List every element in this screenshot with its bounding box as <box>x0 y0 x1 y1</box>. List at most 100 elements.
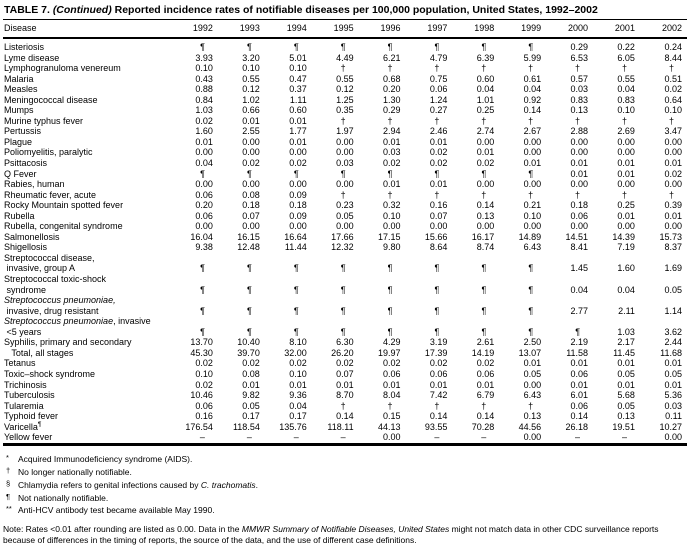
value-cell: 0.01 <box>289 115 307 126</box>
value-cell: ¶ <box>293 168 299 179</box>
disease-cell: Mumps <box>4 105 34 116</box>
value-cell: 0.06 <box>570 400 589 411</box>
value-cell: 0.14 <box>476 411 495 422</box>
value-cell: 0.02 <box>429 358 448 369</box>
value-cell: ¶ <box>293 42 299 52</box>
value-cell: 15.73 <box>659 231 682 242</box>
disease-cell: Yellow fever <box>4 432 53 443</box>
value-cell: 0.01 <box>523 358 542 369</box>
value-cell: 0.13 <box>476 210 495 221</box>
disease-cell: Varicella¶ <box>4 420 42 432</box>
value-cell: ¶ <box>246 168 252 179</box>
value-cell: 0.00 <box>664 179 682 190</box>
value-cell: † <box>621 189 627 200</box>
value-cell: 0.01 <box>476 379 495 390</box>
value-cell: 0.02 <box>195 379 213 390</box>
value-cell: 0.02 <box>382 158 401 169</box>
value-cell: † <box>340 400 346 411</box>
value-cell: 0.00 <box>289 221 307 232</box>
value-cell: 5.68 <box>617 390 635 401</box>
value-cell: 8.70 <box>336 390 354 401</box>
value-cell: 0.02 <box>289 158 307 169</box>
value-cell: 0.04 <box>523 84 542 95</box>
value-cell: ¶ <box>246 305 252 316</box>
value-cell: 0.02 <box>195 358 213 369</box>
header-row: Disease 1992 1993 1994 1995 1996 1997 1998 1999 2… <box>3 20 687 38</box>
value-cell: 4.29 <box>382 337 401 348</box>
value-cell: 9.80 <box>382 242 401 253</box>
footnote-symbol: ** <box>6 504 12 514</box>
value-cell: 0.02 <box>336 358 354 369</box>
value-cell: 0.02 <box>476 158 495 169</box>
value-cell: 0.13 <box>523 411 542 422</box>
value-cell: 2.77 <box>570 305 589 316</box>
value-cell: 0.00 <box>336 221 354 232</box>
footnote-symbol: § <box>6 478 11 488</box>
value-cell: 2.67 <box>523 126 542 137</box>
value-cell: 0.01 <box>617 358 635 369</box>
table-row: Psittacosis 0.04 0.02 0.02 0.03 0.02 0.02 0.02 0… <box>3 158 687 169</box>
value-cell: 5.36 <box>664 390 682 401</box>
footnote-text: Acquired Immunodeficiency syndrome (AIDS… <box>18 453 193 464</box>
value-cell: 0.00 <box>476 221 495 232</box>
disease-cell: Rheumatic fever, acute <box>4 189 97 200</box>
value-cell: ¶ <box>246 326 252 337</box>
disease-cell: Streptococcus pneumoniae, invasive <box>4 316 151 327</box>
value-cell: 0.84 <box>195 94 213 105</box>
value-cell: – <box>481 432 487 443</box>
table-row: Streptococcal disease, <box>3 253 687 264</box>
value-cell: 6.53 <box>570 52 589 63</box>
value-cell: 0.05 <box>617 400 635 411</box>
value-cell: ¶ <box>200 284 205 295</box>
value-cell: 0.00 <box>523 179 542 190</box>
value-cell: 10.46 <box>190 390 213 401</box>
value-cell: 0.00 <box>617 136 635 147</box>
value-cell: 0.01 <box>429 379 448 390</box>
value-cell: 19.51 <box>612 421 635 432</box>
value-cell: 2.61 <box>476 337 495 348</box>
value-cell: 0.14 <box>523 105 542 116</box>
value-cell: 0.01 <box>617 379 635 390</box>
disease-cell: Rubella <box>4 210 35 221</box>
value-cell: 0.07 <box>429 210 448 221</box>
value-cell: 11.44 <box>284 242 307 253</box>
value-cell: 0.03 <box>570 84 589 95</box>
value-cell: 0.16 <box>429 200 448 211</box>
value-cell: 0.10 <box>523 210 542 221</box>
disease-cell: Streptococcal toxic-shock <box>4 274 107 285</box>
value-cell: ¶ <box>387 263 393 274</box>
value-cell: 0.10 <box>195 368 213 379</box>
col-header-year-1995: 1995 <box>333 23 354 33</box>
disease-cell: Murine typhus fever <box>4 115 84 126</box>
value-cell: 0.01 <box>570 379 589 390</box>
value-cell: 0.05 <box>242 400 260 411</box>
value-cell: † <box>481 63 487 74</box>
value-cell: † <box>528 115 534 126</box>
value-cell: 0.01 <box>664 158 682 169</box>
footnote: ** Anti-HCV antibody test became availabl… <box>3 504 687 517</box>
value-cell: 0.10 <box>195 63 213 74</box>
value-cell: 2.55 <box>242 126 260 137</box>
value-cell: † <box>575 189 581 200</box>
value-cell: 1.97 <box>336 126 354 137</box>
value-cell: 0.01 <box>617 158 635 169</box>
value-cell: 26.18 <box>565 421 589 432</box>
value-cell: 0.00 <box>242 147 260 158</box>
value-cell: 2.19 <box>570 337 589 348</box>
value-cell: † <box>575 63 581 74</box>
value-cell: 11.68 <box>660 347 682 358</box>
disease-cell: Psittacosis <box>4 158 48 169</box>
disease-cell: Rabies, human <box>4 179 65 190</box>
value-cell: ¶ <box>200 263 205 274</box>
table-row: Measles 0.88 0.12 0.37 0.12 0.20 0.06 0.04 0.04 0… <box>3 84 687 95</box>
value-cell: 6.05 <box>617 52 635 63</box>
value-cell: ¶ <box>200 168 205 179</box>
col-header-year-2002: 2002 <box>661 23 682 33</box>
disease-cell: Typhoid fever <box>4 411 59 422</box>
value-cell: 0.01 <box>664 358 682 369</box>
value-cell: 0.68 <box>382 73 401 84</box>
value-cell: 0.01 <box>382 179 401 190</box>
value-cell: 0.06 <box>429 368 448 379</box>
col-header-year-1997: 1997 <box>427 23 448 33</box>
value-cell: 1.01 <box>476 94 495 105</box>
